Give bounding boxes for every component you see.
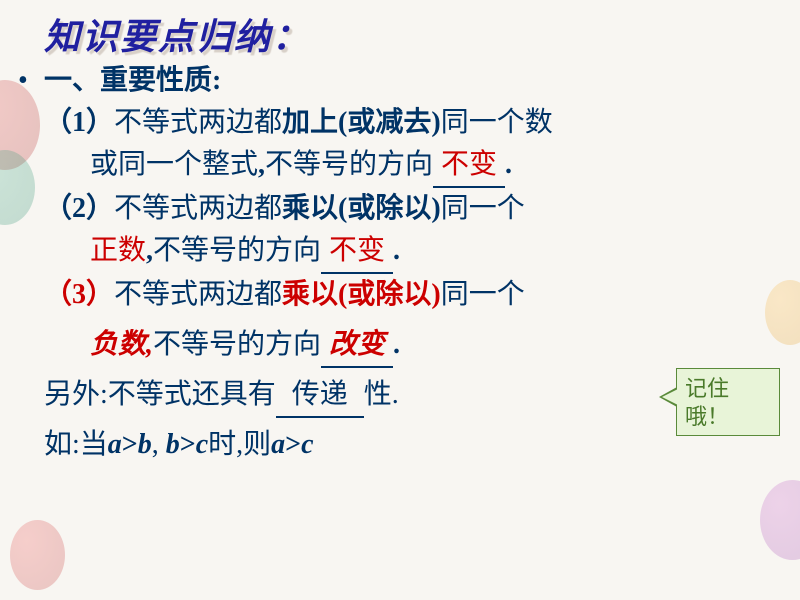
var-a: a	[108, 429, 122, 460]
blank-answer: 传递	[292, 374, 348, 416]
rule-num: （1）	[44, 107, 114, 138]
rule-num: （3）	[44, 279, 114, 310]
rule-2-line-1: （2）不等式两边都乘以(或除以)同一个	[0, 188, 800, 230]
rule-post: 同一个	[441, 279, 525, 310]
rule-post2: 或同一个整式	[90, 149, 258, 180]
balloon-decoration	[760, 480, 800, 560]
rule-2-line-2: 正数,不等号的方向不变.	[0, 230, 800, 274]
rule-3-line-1: （3）不等式两边都乘以(或除以)同一个	[0, 274, 800, 316]
rel: >	[180, 429, 196, 460]
rule-emph: 乘以(或除以)	[282, 279, 441, 310]
bullet-icon: •	[18, 60, 28, 102]
rule-1-line-1: （1）不等式两边都加上(或减去)同一个数	[0, 102, 800, 144]
sep: ,	[152, 429, 166, 460]
heading-text: 重要性质	[100, 65, 212, 96]
number-word: 正数	[90, 235, 146, 266]
reminder-callout: 记住哦！	[676, 368, 780, 436]
comma: ,	[258, 149, 265, 180]
blank-field: 改变	[321, 324, 393, 368]
rule-pre: 不等式两边都	[114, 279, 282, 310]
extra-lead: 另外:不等式还具有	[44, 379, 276, 410]
rule-emph: 加上(或减去)	[282, 107, 441, 138]
var-b2: b	[166, 429, 180, 460]
var-b: b	[138, 429, 152, 460]
rel: >	[122, 429, 138, 460]
rule-post: 同一个数	[441, 107, 553, 138]
blank-answer: 不变	[441, 144, 497, 186]
rule-tail-pre: 不等号的方向	[153, 235, 321, 266]
balloon-decoration	[10, 520, 65, 590]
rule-pre: 不等式两边都	[114, 193, 282, 224]
section-heading-line: • 一、重要性质:	[0, 60, 800, 102]
blank-answer: 不变	[329, 230, 385, 272]
blank-field: 传递	[276, 374, 364, 418]
comma: ,	[146, 329, 153, 360]
rule-1-line-2: 或同一个整式,不等号的方向不变.	[0, 144, 800, 188]
period: .	[505, 149, 512, 180]
colon: :	[212, 65, 221, 96]
example-lead: 如:当	[44, 429, 108, 460]
rule-post: 同一个	[441, 193, 525, 224]
blank-field: 不变	[321, 230, 393, 274]
extra-suffix: 性.	[364, 379, 399, 410]
var-a2: a	[271, 429, 285, 460]
heading-prefix: 一、	[44, 65, 100, 96]
period: .	[393, 329, 400, 360]
comma: ,	[146, 235, 153, 266]
rule-3-line-2: 负数,不等号的方向改变.	[0, 316, 800, 368]
blank-field: 不变	[433, 144, 505, 188]
mid2: 时,则	[208, 429, 271, 460]
var-c2: c	[301, 429, 313, 460]
number-word: 负数	[90, 329, 146, 360]
rule-pre: 不等式两边都	[114, 107, 282, 138]
slide-title: 知识要点归纳：	[0, 0, 800, 60]
section-heading: 一、重要性质:	[44, 65, 221, 96]
rule-emph: 乘以(或除以)	[282, 193, 441, 224]
var-c: c	[196, 429, 208, 460]
rel: >	[285, 429, 301, 460]
callout-text: 记住哦！	[685, 376, 729, 429]
rule-tail-pre: 不等号的方向	[265, 149, 433, 180]
slide-content: 知识要点归纳： • 一、重要性质: （1）不等式两边都加上(或减去)同一个数 或…	[0, 0, 800, 466]
blank-answer: 改变	[329, 324, 385, 366]
rule-num: （2）	[44, 193, 114, 224]
rule-tail-pre: 不等号的方向	[153, 329, 321, 360]
period: .	[393, 235, 400, 266]
